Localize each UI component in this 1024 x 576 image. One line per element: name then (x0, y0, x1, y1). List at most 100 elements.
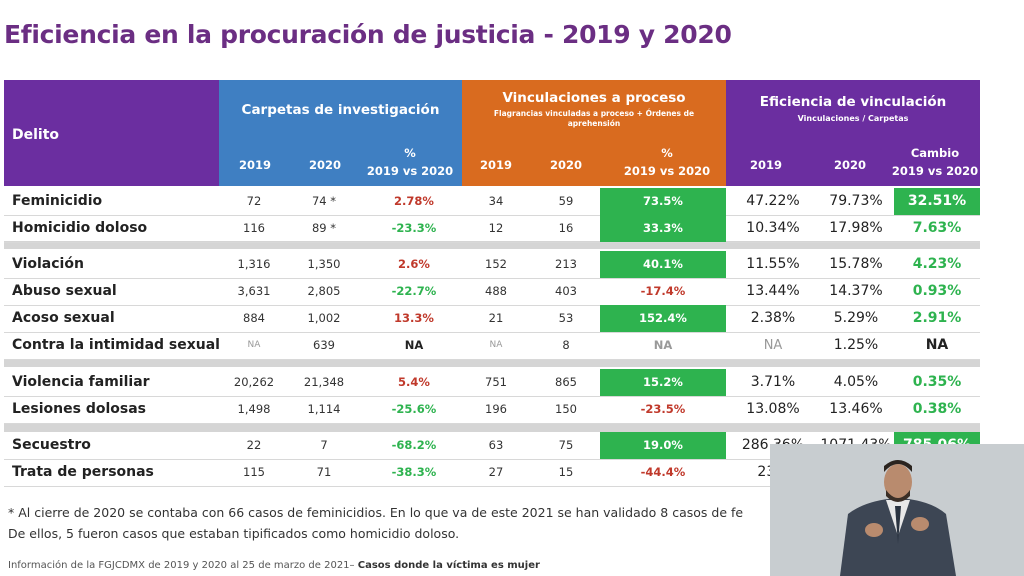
vinc-2019-cell: 196 (485, 402, 507, 416)
efic-2020-cell: 5.29% (833, 310, 879, 326)
efic-2019-cell: 3.71% (750, 374, 796, 390)
carpetas-pct-cell: -23.3% (391, 221, 437, 235)
vinc-2019-cell: NA (489, 340, 503, 350)
header-delito: Delito (4, 80, 219, 186)
delito-cell: Abuso sexual (12, 283, 117, 299)
delito-cell: Secuestro (12, 437, 91, 453)
delito-cell: Contra la intimidad sexual (12, 337, 220, 353)
header-carpetas-title: Carpetas de investigación (241, 102, 440, 118)
carpetas-2019-cell: 3,631 (237, 284, 271, 298)
header-efic-2020: 2020 (833, 158, 866, 172)
vinc-pct-cell: 73.5% (600, 188, 726, 215)
carpetas-pct-cell: NA (404, 338, 424, 352)
vinc-2020-cell: 865 (555, 375, 577, 389)
cambio-cell: 0.93% (912, 283, 962, 299)
vinc-pct-cell: 40.1% (600, 251, 726, 278)
header-eficiencia-title: Eficiencia de vinculación (759, 94, 947, 110)
carpetas-pct-cell: 5.4% (398, 375, 430, 389)
vinc-2020-cell: 403 (555, 284, 577, 298)
carpetas-pct-cell: 2.6% (398, 257, 430, 271)
group-separator (4, 359, 980, 367)
header-efic-range: 2019 vs 2020 (891, 164, 979, 178)
header-delito-label: Delito (12, 127, 60, 143)
efic-2019-cell: 11.55% (746, 256, 800, 272)
delito-cell: Violencia familiar (12, 374, 150, 390)
header-vinculaciones: Vinculaciones a proceso Flagrancias vinc… (462, 80, 726, 186)
table-row: Violencia familiar 20,262 21,348 5.4% 751 865… (4, 369, 980, 396)
cambio-cell: 2.91% (912, 310, 962, 326)
header-vinculaciones-sub: Flagrancias vinculadas a proceso + Órden… (493, 109, 695, 128)
footnote-line1: * Al cierre de 2020 se contaba con 66 ca… (8, 505, 744, 520)
delito-cell: Lesiones dolosas (12, 401, 147, 417)
carpetas-2019-cell: 1,316 (237, 257, 271, 271)
row-divider (4, 332, 980, 333)
table-row: Abuso sexual 3,631 2,805 -22.7% 488 403 -17.4%… (4, 278, 980, 305)
carpetas-2019-cell: NA (247, 340, 261, 350)
vinc-2020-cell: 213 (555, 257, 577, 271)
header-eficiencia-sub: Vinculaciones / Carpetas (797, 114, 909, 123)
carpetas-2019-cell: 72 (246, 194, 262, 208)
carpetas-2019-cell: 22 (246, 438, 262, 452)
efic-2020-cell: 4.05% (833, 374, 879, 390)
vinc-pct-cell: 19.0% (600, 432, 726, 459)
header-vinc-2020: 2020 (549, 158, 582, 172)
efic-2020-cell: 15.78% (829, 256, 883, 272)
efic-2019-cell: 47.22% (746, 193, 800, 209)
efic-2020-cell: 1.25% (833, 337, 879, 353)
header-carpetas-range: 2019 vs 2020 (366, 164, 454, 178)
table-row: Acoso sexual 884 1,002 13.3% 21 53 152.4% 2.38%… (4, 305, 980, 332)
delito-cell: Feminicidio (12, 193, 103, 209)
delito-cell: Trata de personas (12, 464, 154, 480)
carpetas-2020-cell: 2,805 (307, 284, 341, 298)
header-efic-2019: 2019 (749, 158, 782, 172)
delito-cell: Homicidio doloso (12, 220, 148, 236)
header-carpetas-2020: 2020 (308, 158, 341, 172)
carpetas-2020-cell: 1,350 (307, 257, 341, 271)
vinc-2020-cell: 59 (558, 194, 574, 208)
efic-2020-cell: 13.46% (829, 401, 883, 417)
header-vinc-range: 2019 vs 2020 (623, 164, 711, 178)
vinc-2019-cell: 63 (488, 438, 504, 452)
vinc-2019-cell: 751 (485, 375, 507, 389)
carpetas-2020-cell: 89 * (311, 221, 337, 235)
vinc-2019-cell: 27 (488, 465, 504, 479)
source-text: Información de la FGJCDMX de 2019 y 2020… (8, 560, 355, 571)
page-title: Eficiencia en la procuración de justicia… (4, 20, 732, 49)
vinc-2019-cell: 21 (488, 311, 504, 325)
carpetas-2020-cell: 639 (313, 338, 335, 352)
footnote-line2: De ellos, 5 fueron casos que estaban tip… (8, 526, 460, 541)
source-bold: Casos donde la víctima es mujer (357, 560, 540, 571)
carpetas-pct-cell: -25.6% (391, 402, 437, 416)
vinc-pct-cell: 33.3% (600, 215, 726, 242)
table-row: Violación 1,316 1,350 2.6% 152 213 40.1% 11.55%… (4, 251, 980, 278)
table-row: Trata de personas11571-38.3%2715-44.4%23… (4, 459, 980, 486)
table-row: Homicidio doloso 116 89 * -23.3% 12 16 33.3% 10… (4, 215, 980, 242)
efic-2020-cell: 14.37% (829, 283, 883, 299)
vinc-2019-cell: 34 (488, 194, 504, 208)
group-separator (4, 424, 980, 432)
vinc-pct-cell: -23.5% (640, 402, 686, 416)
vinc-2019-cell: 152 (485, 257, 507, 271)
interpreter-figure (770, 444, 1024, 576)
efic-2019-cell: 10.34% (746, 220, 800, 236)
source-note: Información de la FGJCDMX de 2019 y 2020… (8, 560, 540, 571)
table-row: Contra la intimidad sexual NA 639 NA NA 8 NA NA… (4, 332, 980, 359)
vinc-2020-cell: 16 (558, 221, 574, 235)
carpetas-2020-cell: 74 * (311, 194, 337, 208)
carpetas-2020-cell: 1,114 (307, 402, 341, 416)
carpetas-pct-cell: -68.2% (391, 438, 437, 452)
header-vinculaciones-title: Vinculaciones a proceso (502, 90, 686, 106)
vinc-pct-cell: -44.4% (640, 465, 686, 479)
row-divider (4, 305, 980, 306)
cambio-cell: 4.23% (912, 256, 962, 272)
vinc-pct-cell: NA (653, 338, 673, 352)
vinc-2020-cell: 75 (558, 438, 574, 452)
efic-2019-cell: NA (763, 338, 783, 353)
header-efic-cambio: Cambio (910, 146, 960, 160)
vinc-pct-cell: -17.4% (640, 284, 686, 298)
vinc-2019-cell: 488 (485, 284, 507, 298)
row-divider (4, 359, 980, 360)
table-row: Lesiones dolosas 1,498 1,114 -25.6% 196 150 -2… (4, 396, 980, 423)
efic-2020-cell: 79.73% (829, 193, 883, 209)
efic-2020-cell: 17.98% (829, 220, 883, 236)
